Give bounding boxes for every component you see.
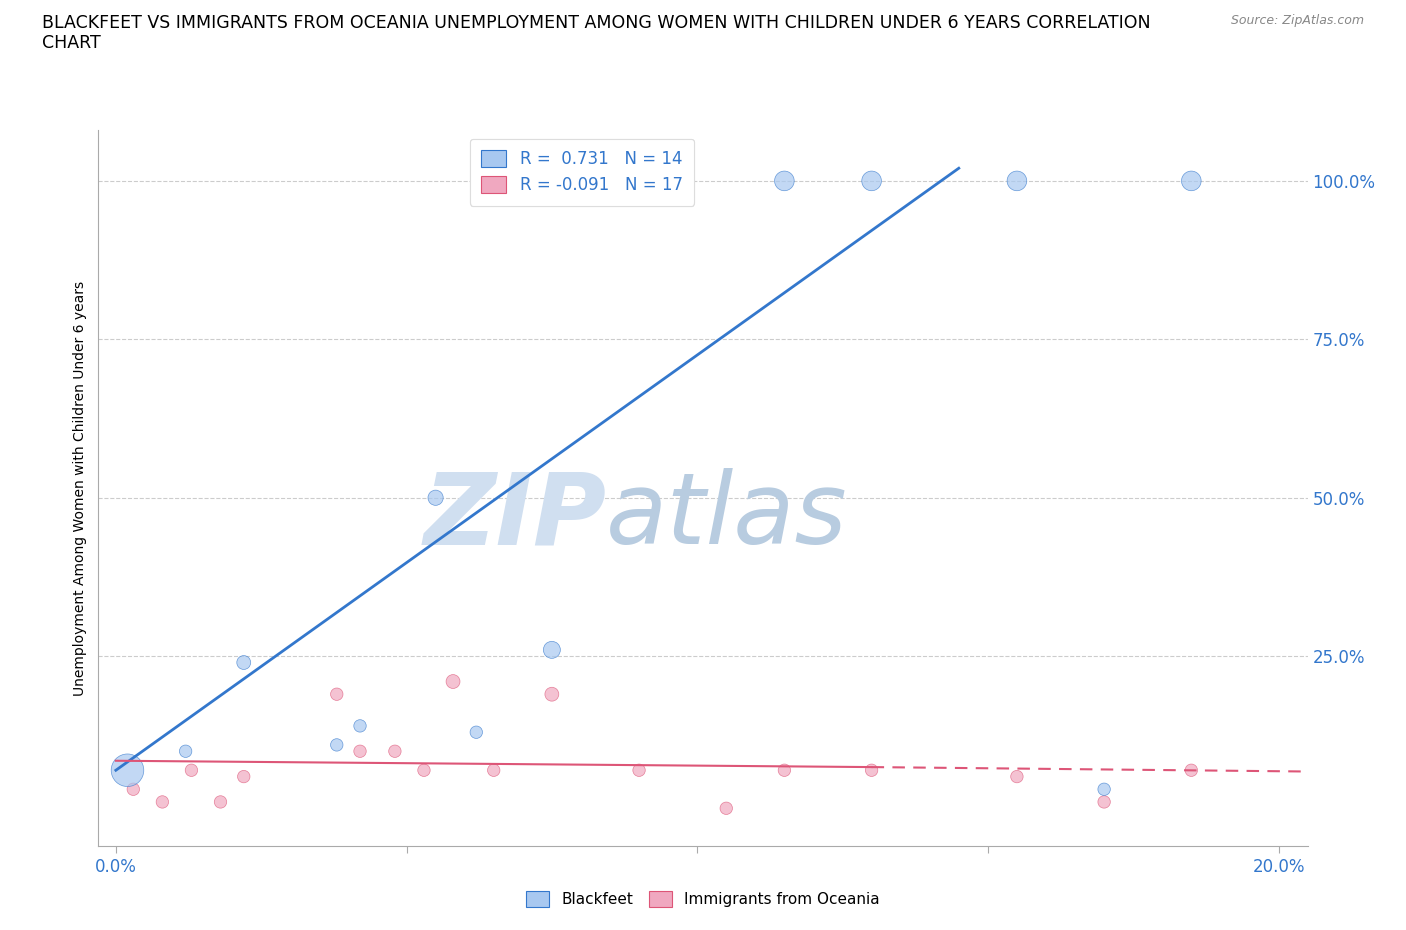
Point	[1180, 763, 1202, 777]
Point	[326, 686, 349, 701]
Point	[716, 801, 738, 816]
Point	[1092, 794, 1115, 809]
Point	[860, 763, 883, 777]
Point	[232, 769, 254, 784]
Point	[384, 744, 406, 759]
Point	[628, 763, 651, 777]
Point	[150, 794, 173, 809]
Text: CHART: CHART	[42, 34, 101, 52]
Point	[209, 794, 232, 809]
Legend: Blackfeet, Immigrants from Oceania: Blackfeet, Immigrants from Oceania	[520, 884, 886, 913]
Point	[425, 490, 447, 505]
Point	[1180, 174, 1202, 189]
Point	[117, 763, 139, 777]
Point	[482, 763, 505, 777]
Point	[1005, 174, 1028, 189]
Point	[1092, 782, 1115, 797]
Point	[512, 174, 534, 189]
Point	[180, 763, 202, 777]
Text: atlas: atlas	[606, 469, 848, 565]
Point	[540, 686, 562, 701]
Point	[773, 763, 796, 777]
Point	[773, 174, 796, 189]
Text: Source: ZipAtlas.com: Source: ZipAtlas.com	[1230, 14, 1364, 27]
Point	[465, 724, 488, 739]
Point	[326, 737, 349, 752]
Point	[441, 674, 464, 689]
Point	[122, 782, 145, 797]
Y-axis label: Unemployment Among Women with Children Under 6 years: Unemployment Among Women with Children U…	[73, 281, 87, 696]
Legend: R =  0.731   N = 14, R = -0.091   N = 17: R = 0.731 N = 14, R = -0.091 N = 17	[470, 139, 695, 206]
Text: ZIP: ZIP	[423, 469, 606, 565]
Point	[1005, 769, 1028, 784]
Point	[413, 763, 436, 777]
Point	[349, 744, 371, 759]
Point	[232, 655, 254, 670]
Text: BLACKFEET VS IMMIGRANTS FROM OCEANIA UNEMPLOYMENT AMONG WOMEN WITH CHILDREN UNDE: BLACKFEET VS IMMIGRANTS FROM OCEANIA UNE…	[42, 14, 1150, 32]
Point	[174, 744, 197, 759]
Point	[860, 174, 883, 189]
Point	[349, 719, 371, 734]
Point	[540, 643, 562, 658]
